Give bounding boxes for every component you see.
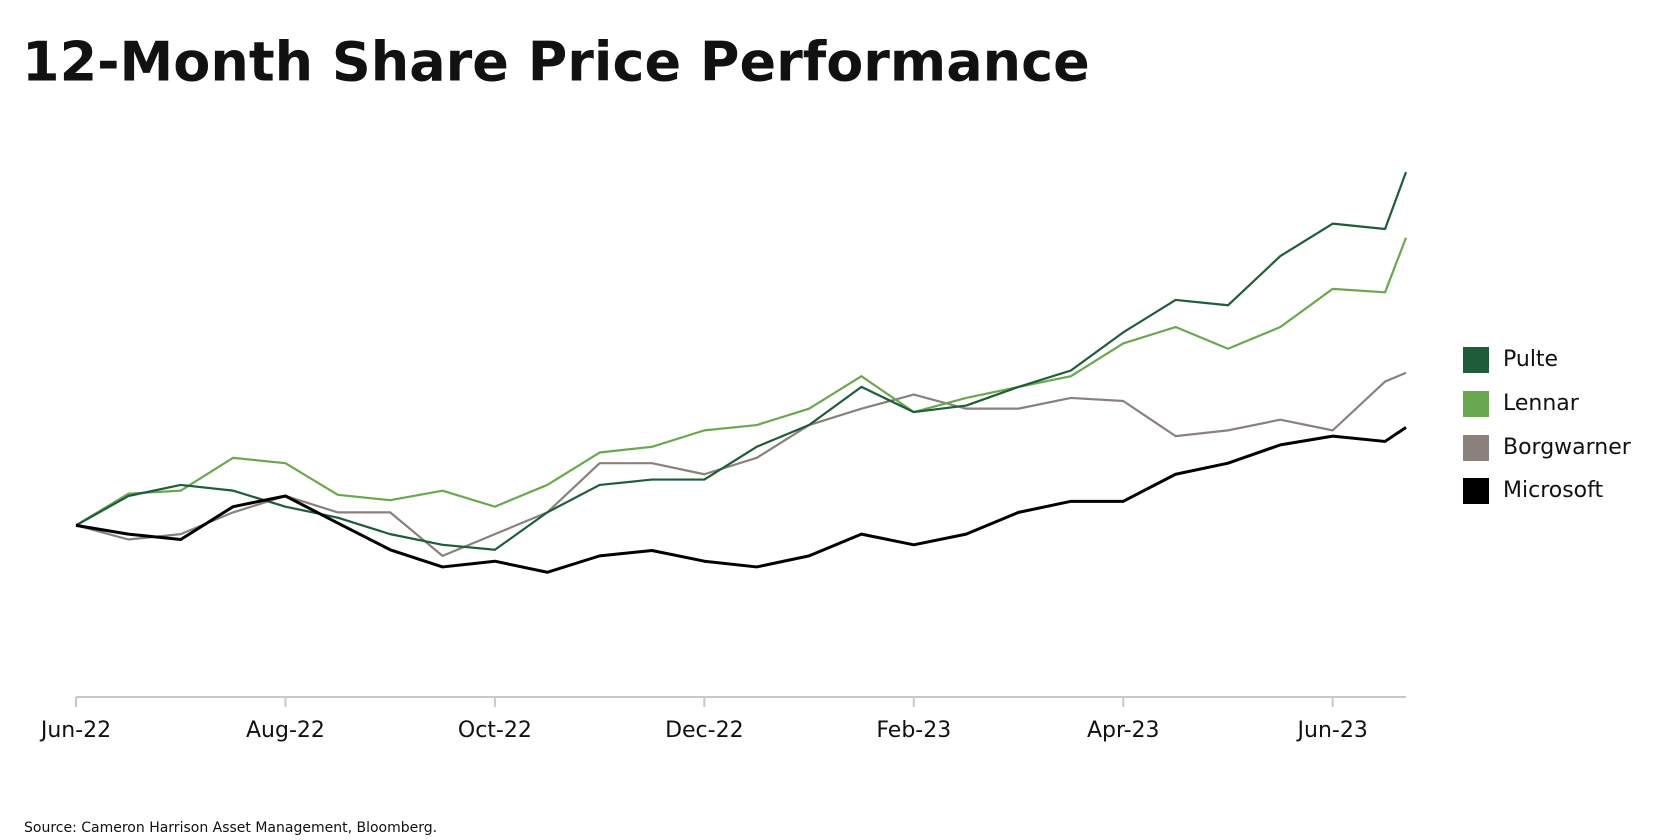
- x-tick-label: Jun-23: [1296, 718, 1368, 743]
- legend-swatch: [1463, 435, 1489, 461]
- series-line: [75, 426, 1407, 574]
- legend-swatch: [1463, 391, 1489, 417]
- chart-title: 12-Month Share Price Performance: [22, 31, 1090, 94]
- x-tick-label: Apr-23: [1087, 718, 1160, 743]
- legend-label: Lennar: [1503, 391, 1580, 416]
- x-tick-label: Oct-22: [458, 718, 532, 743]
- series-line: [75, 237, 1408, 527]
- series-line: [75, 371, 1407, 557]
- source-note: Source: Cameron Harrison Asset Managemen…: [24, 820, 437, 836]
- legend-label: Microsoft: [1503, 478, 1603, 503]
- series-line: [75, 171, 1408, 551]
- legend-label: Borgwarner: [1503, 435, 1632, 460]
- legend-swatch: [1463, 347, 1489, 373]
- x-tick-label: Feb-23: [876, 718, 951, 743]
- x-tick-label: Jun-22: [39, 718, 111, 743]
- legend-swatch: [1463, 478, 1489, 504]
- legend-label: Pulte: [1503, 347, 1558, 372]
- x-tick-label: Dec-22: [665, 718, 744, 743]
- x-tick-label: Aug-22: [246, 718, 325, 743]
